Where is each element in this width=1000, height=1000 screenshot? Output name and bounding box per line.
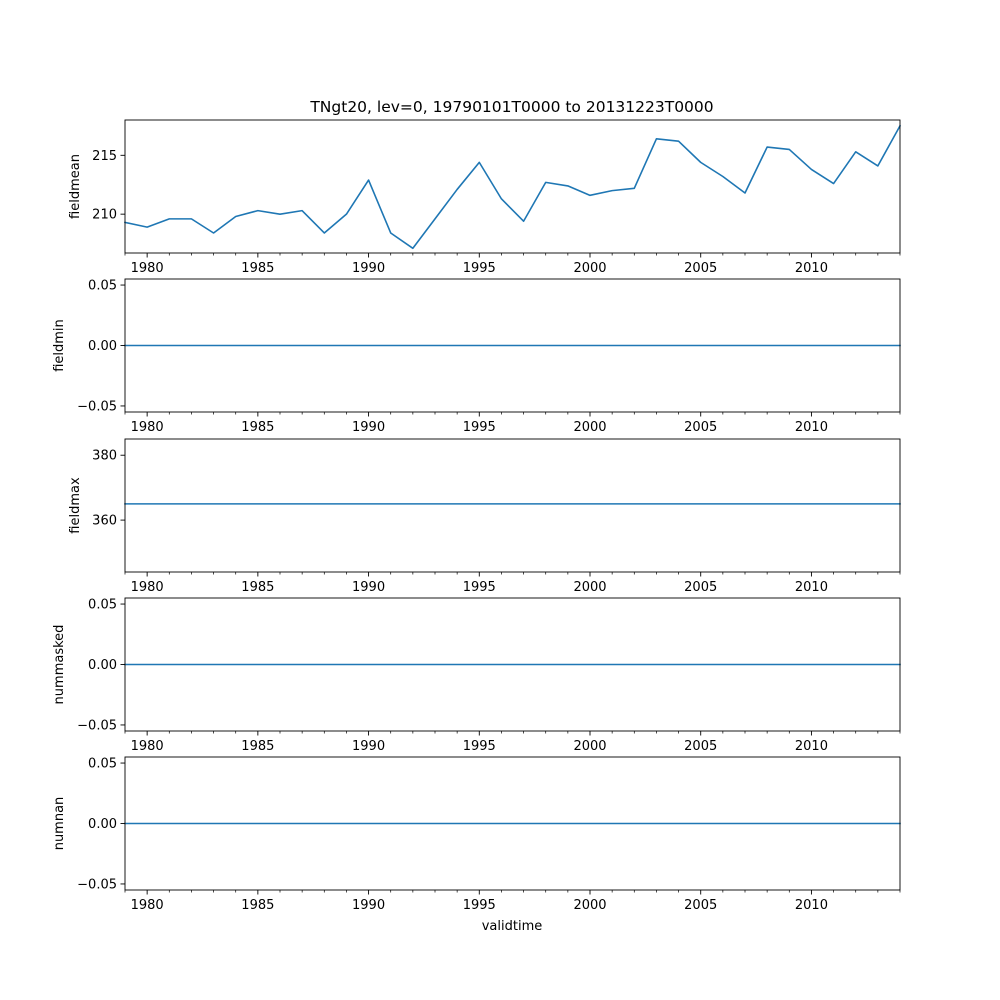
y-tick-label: 0.05 bbox=[88, 279, 117, 294]
y-tick-label: 360 bbox=[92, 514, 117, 529]
axes-frame bbox=[124, 438, 901, 573]
x-tick-label: 1980 bbox=[131, 580, 164, 595]
y-tick-label: 0.00 bbox=[88, 339, 117, 354]
x-tick-label: 2000 bbox=[573, 739, 606, 754]
x-tick-label: 2010 bbox=[795, 898, 828, 913]
y-axis-label-fieldmin: fieldmin bbox=[52, 319, 67, 372]
panel-numnan: 1980 1985 1990 1995 2000 2005 2010 −0.05 0.00 0.0… bbox=[52, 757, 901, 913]
x-tick-label: 2005 bbox=[684, 420, 717, 435]
x-tick-label: 1985 bbox=[241, 898, 274, 913]
y-tick-label: 215 bbox=[92, 149, 117, 164]
y-axis-label-fieldmean: fieldmean bbox=[68, 154, 83, 219]
y-axis-label-fieldmax: fieldmax bbox=[68, 477, 83, 534]
x-tick-label: 2005 bbox=[684, 261, 717, 276]
x-axis-label: validtime bbox=[482, 919, 543, 934]
panel-nummasked: 1980 1985 1990 1995 2000 2005 2010 −0.05 0.00 0.0… bbox=[52, 598, 901, 754]
x-tick-label: 2010 bbox=[795, 580, 828, 595]
y-tick-label: 0.05 bbox=[88, 598, 117, 613]
x-tick-label: 2000 bbox=[573, 898, 606, 913]
x-tick-label: 1990 bbox=[352, 420, 385, 435]
y-tick-label: −0.05 bbox=[77, 718, 117, 733]
x-tick-label: 2005 bbox=[684, 739, 717, 754]
x-tick-label: 1990 bbox=[352, 261, 385, 276]
x-tick-label: 2000 bbox=[573, 580, 606, 595]
x-tick-label: 1980 bbox=[131, 898, 164, 913]
x-tick-label: 2000 bbox=[573, 420, 606, 435]
panel-fieldmin: 1980 1985 1990 1995 2000 2005 2010 −0.05 0.00 0.0… bbox=[52, 279, 901, 435]
y-tick-label: 0.05 bbox=[88, 757, 117, 772]
x-tick-label: 1980 bbox=[131, 261, 164, 276]
panel-fieldmax: 1980 1985 1990 1995 2000 2005 2010 360 380 fieldm… bbox=[68, 438, 901, 595]
x-tick-label: 1980 bbox=[131, 420, 164, 435]
chart-title: TNgt20, lev=0, 19790101T0000 to 20131223… bbox=[309, 98, 713, 116]
x-tick-label: 1995 bbox=[463, 580, 496, 595]
x-tick-label: 1995 bbox=[463, 420, 496, 435]
x-tick-label: 2010 bbox=[795, 739, 828, 754]
y-tick-label: −0.05 bbox=[77, 399, 117, 414]
x-tick-label: 1990 bbox=[352, 898, 385, 913]
x-tick-label: 1985 bbox=[241, 580, 274, 595]
x-tick-label: 2010 bbox=[795, 261, 828, 276]
series-line-fieldmean bbox=[124, 124, 902, 250]
x-tick-label: 1985 bbox=[241, 420, 274, 435]
x-tick-label: 2005 bbox=[684, 580, 717, 595]
x-tick-label: 1980 bbox=[131, 739, 164, 754]
x-tick-label: 1995 bbox=[463, 739, 496, 754]
x-tick-label: 1995 bbox=[463, 261, 496, 276]
y-tick-label: −0.05 bbox=[77, 877, 117, 892]
x-tick-label: 1985 bbox=[241, 739, 274, 754]
x-tick-label: 1990 bbox=[352, 580, 385, 595]
panels: 1980 1985 1990 1995 2000 2005 2010 210 215 fieldm… bbox=[52, 119, 902, 913]
y-tick-label: 0.00 bbox=[88, 817, 117, 832]
y-tick-label: 210 bbox=[92, 208, 117, 223]
y-tick-label: 0.00 bbox=[88, 658, 117, 673]
x-tick-label: 2000 bbox=[573, 261, 606, 276]
y-tick-label: 380 bbox=[92, 449, 117, 464]
axes-frame bbox=[124, 119, 901, 254]
x-tick-label: 2005 bbox=[684, 898, 717, 913]
x-tick-label: 2010 bbox=[795, 420, 828, 435]
panel-fieldmean: 1980 1985 1990 1995 2000 2005 2010 210 215 fieldm… bbox=[68, 119, 902, 276]
x-tick-label: 1995 bbox=[463, 898, 496, 913]
y-axis-label-nummasked: nummasked bbox=[52, 625, 67, 705]
y-axis-label-numnan: numnan bbox=[52, 797, 67, 851]
x-tick-label: 1990 bbox=[352, 739, 385, 754]
x-tick-label: 1985 bbox=[241, 261, 274, 276]
